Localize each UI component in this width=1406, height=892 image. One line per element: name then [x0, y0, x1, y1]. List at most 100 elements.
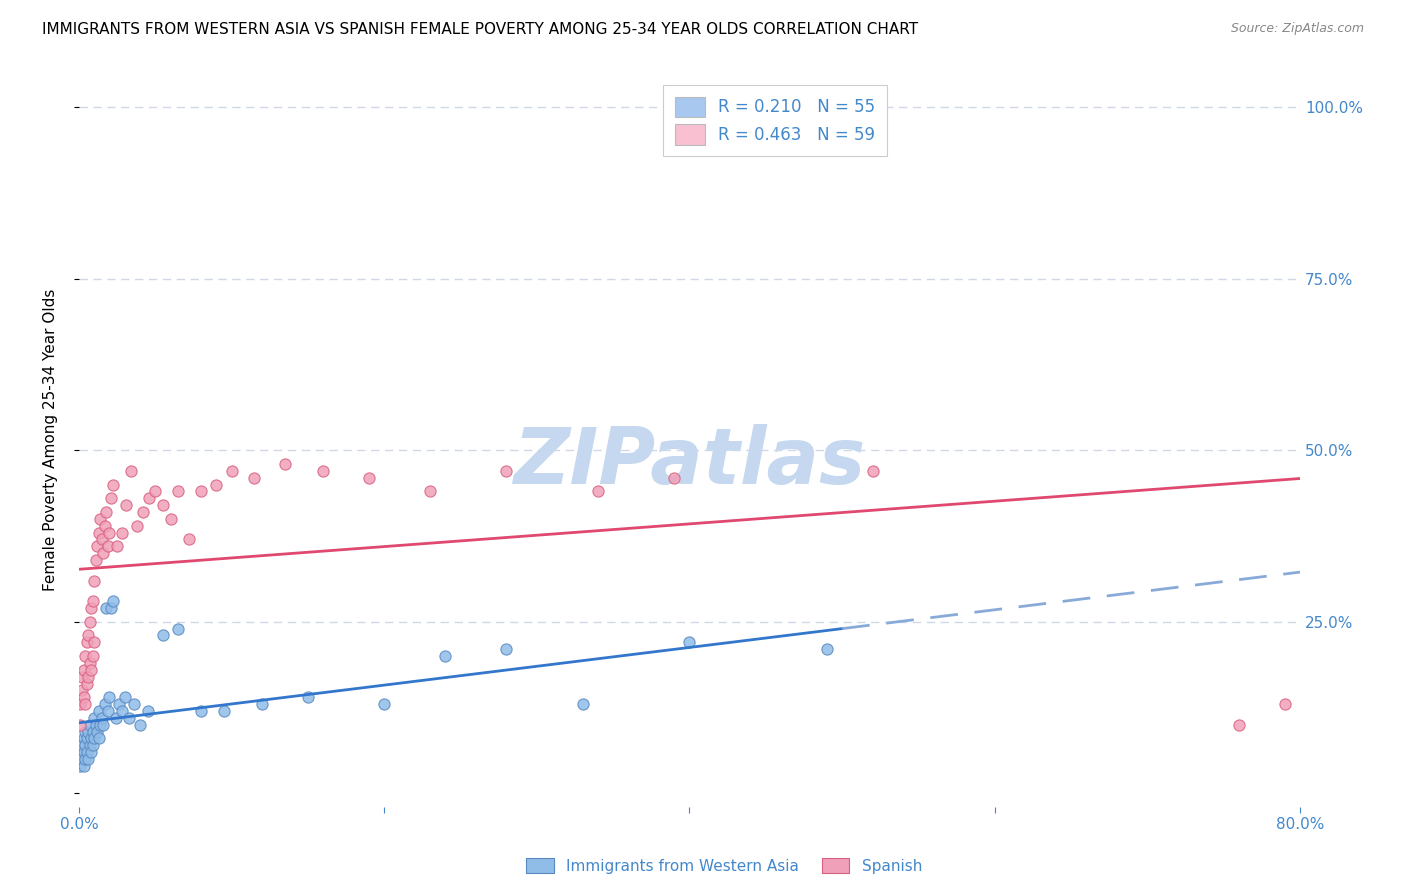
- Point: [83, 731, 105, 746]
- Point: [312, 464, 335, 478]
- Point: [89, 717, 111, 731]
- Point: [862, 464, 884, 478]
- Point: [111, 525, 134, 540]
- Point: [274, 457, 297, 471]
- Point: [73, 752, 96, 766]
- Point: [72, 759, 94, 773]
- Point: [80, 731, 103, 746]
- Point: [125, 518, 148, 533]
- Point: [678, 635, 700, 649]
- Point: [86, 539, 108, 553]
- Point: [73, 697, 96, 711]
- Point: [101, 594, 124, 608]
- Point: [83, 635, 105, 649]
- Point: [87, 525, 110, 540]
- Point: [79, 656, 101, 670]
- Point: [70, 670, 93, 684]
- Point: [80, 663, 103, 677]
- Point: [571, 697, 593, 711]
- Point: [90, 533, 112, 547]
- Point: [93, 717, 115, 731]
- Point: [212, 704, 235, 718]
- Point: [77, 670, 100, 684]
- Point: [138, 491, 160, 506]
- Point: [89, 512, 111, 526]
- Point: [167, 622, 190, 636]
- Point: [143, 484, 166, 499]
- Point: [664, 471, 686, 485]
- Point: [105, 539, 128, 553]
- Point: [90, 711, 112, 725]
- Point: [72, 731, 94, 746]
- Point: [190, 704, 212, 718]
- Point: [73, 724, 96, 739]
- Point: [100, 491, 122, 506]
- Point: [76, 676, 98, 690]
- Point: [250, 697, 273, 711]
- Point: [136, 704, 159, 718]
- Point: [69, 745, 91, 759]
- Point: [114, 690, 136, 705]
- Point: [115, 498, 138, 512]
- Point: [82, 724, 104, 739]
- Point: [297, 690, 319, 705]
- Point: [72, 745, 94, 759]
- Point: [101, 477, 124, 491]
- Point: [72, 663, 94, 677]
- Point: [70, 738, 93, 752]
- Point: [205, 477, 228, 491]
- Point: [77, 628, 100, 642]
- Point: [152, 498, 174, 512]
- Point: [111, 704, 134, 718]
- Point: [495, 464, 517, 478]
- Point: [357, 471, 380, 485]
- Point: [152, 628, 174, 642]
- Point: [94, 518, 117, 533]
- Point: [1274, 697, 1296, 711]
- Point: [96, 505, 118, 519]
- Point: [97, 704, 120, 718]
- Point: [98, 690, 121, 705]
- Point: [80, 601, 103, 615]
- Text: ZIPatlas: ZIPatlas: [513, 424, 866, 500]
- Point: [87, 704, 110, 718]
- Point: [740, 100, 762, 114]
- Point: [190, 484, 212, 499]
- Point: [79, 717, 101, 731]
- Point: [80, 745, 103, 759]
- Point: [77, 752, 100, 766]
- Point: [434, 649, 457, 664]
- Point: [100, 601, 122, 615]
- Point: [1227, 717, 1250, 731]
- Point: [221, 464, 243, 478]
- Point: [86, 724, 108, 739]
- Point: [83, 574, 105, 588]
- Point: [129, 717, 152, 731]
- Point: [167, 484, 190, 499]
- Point: [73, 738, 96, 752]
- Point: [118, 711, 141, 725]
- Point: [83, 711, 105, 725]
- Point: [82, 594, 104, 608]
- Point: [122, 697, 145, 711]
- Point: [97, 539, 120, 553]
- Point: [815, 642, 838, 657]
- Point: [69, 717, 91, 731]
- Point: [373, 697, 395, 711]
- Point: [84, 553, 107, 567]
- Point: [93, 546, 115, 560]
- Point: [104, 711, 127, 725]
- Point: [243, 471, 266, 485]
- Point: [79, 738, 101, 752]
- Point: [76, 745, 98, 759]
- Legend: Immigrants from Western Asia, Spanish: Immigrants from Western Asia, Spanish: [520, 852, 928, 880]
- Point: [419, 484, 441, 499]
- Y-axis label: Female Poverty Among 25-34 Year Olds: Female Poverty Among 25-34 Year Olds: [44, 289, 58, 591]
- Point: [79, 615, 101, 629]
- Point: [69, 697, 91, 711]
- Point: [76, 731, 98, 746]
- Point: [84, 717, 107, 731]
- Point: [94, 697, 117, 711]
- Point: [70, 752, 93, 766]
- Point: [120, 464, 142, 478]
